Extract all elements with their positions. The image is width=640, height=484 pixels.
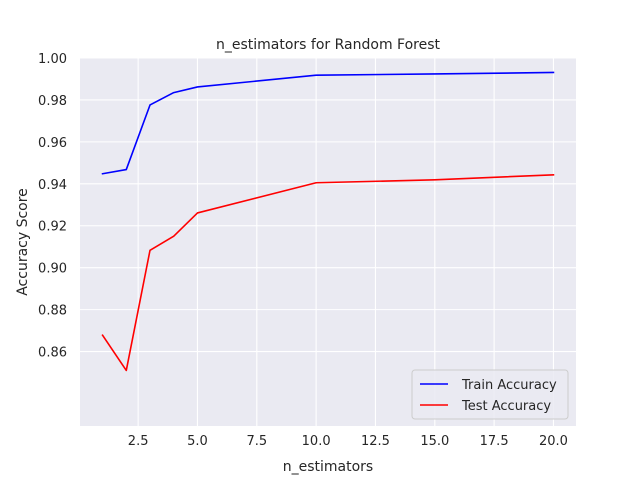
- x-axis-label: n_estimators: [283, 459, 373, 475]
- y-tick-label: 0.90: [38, 262, 67, 277]
- y-tick-label: 1.00: [38, 52, 67, 67]
- y-tick-label: 0.96: [38, 136, 67, 151]
- legend-box: [411, 369, 569, 420]
- legend-label: Train Accuracy: [461, 378, 557, 393]
- x-tick-label: 10.0: [302, 434, 331, 449]
- x-tick-label: 2.5: [128, 434, 149, 449]
- chart-title: n_estimators for Random Forest: [216, 37, 441, 53]
- x-tick-label: 20.0: [539, 434, 568, 449]
- y-axis-label: Accuracy Score: [15, 188, 31, 296]
- x-tick-label: 5.0: [187, 434, 208, 449]
- tick-labels: 2.5 5.0 7.5 10.0 12.5 15.0 17.5 20.0 0.86 0.88 0.9…: [38, 52, 568, 449]
- x-tick-label: 15.0: [420, 434, 449, 449]
- series-line: [101, 71, 555, 175]
- series-line: [101, 173, 555, 372]
- x-tick-label: 12.5: [361, 434, 390, 449]
- y-tick-label: 0.88: [38, 304, 67, 319]
- legend-label: Test Accuracy: [461, 399, 551, 414]
- x-tick-label: 17.5: [480, 434, 509, 449]
- grid: [80, 57, 576, 426]
- x-tick-label: 7.5: [246, 434, 267, 449]
- y-tick-label: 0.98: [38, 94, 67, 109]
- series-lines: [101, 71, 555, 372]
- y-tick-label: 0.94: [38, 178, 67, 193]
- y-tick-label: 0.92: [38, 220, 67, 235]
- y-tick-label: 0.86: [38, 346, 67, 361]
- legend: Train Accuracy Test Accuracy: [411, 369, 569, 420]
